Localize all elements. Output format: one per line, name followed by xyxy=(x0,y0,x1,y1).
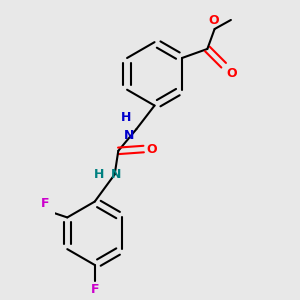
Text: H: H xyxy=(121,111,131,124)
Text: N: N xyxy=(111,168,122,181)
Text: N: N xyxy=(124,129,135,142)
Text: H: H xyxy=(93,168,104,181)
Text: F: F xyxy=(41,197,49,210)
Text: O: O xyxy=(146,142,157,155)
Text: O: O xyxy=(208,14,219,27)
Text: O: O xyxy=(226,67,237,80)
Text: F: F xyxy=(91,283,99,296)
